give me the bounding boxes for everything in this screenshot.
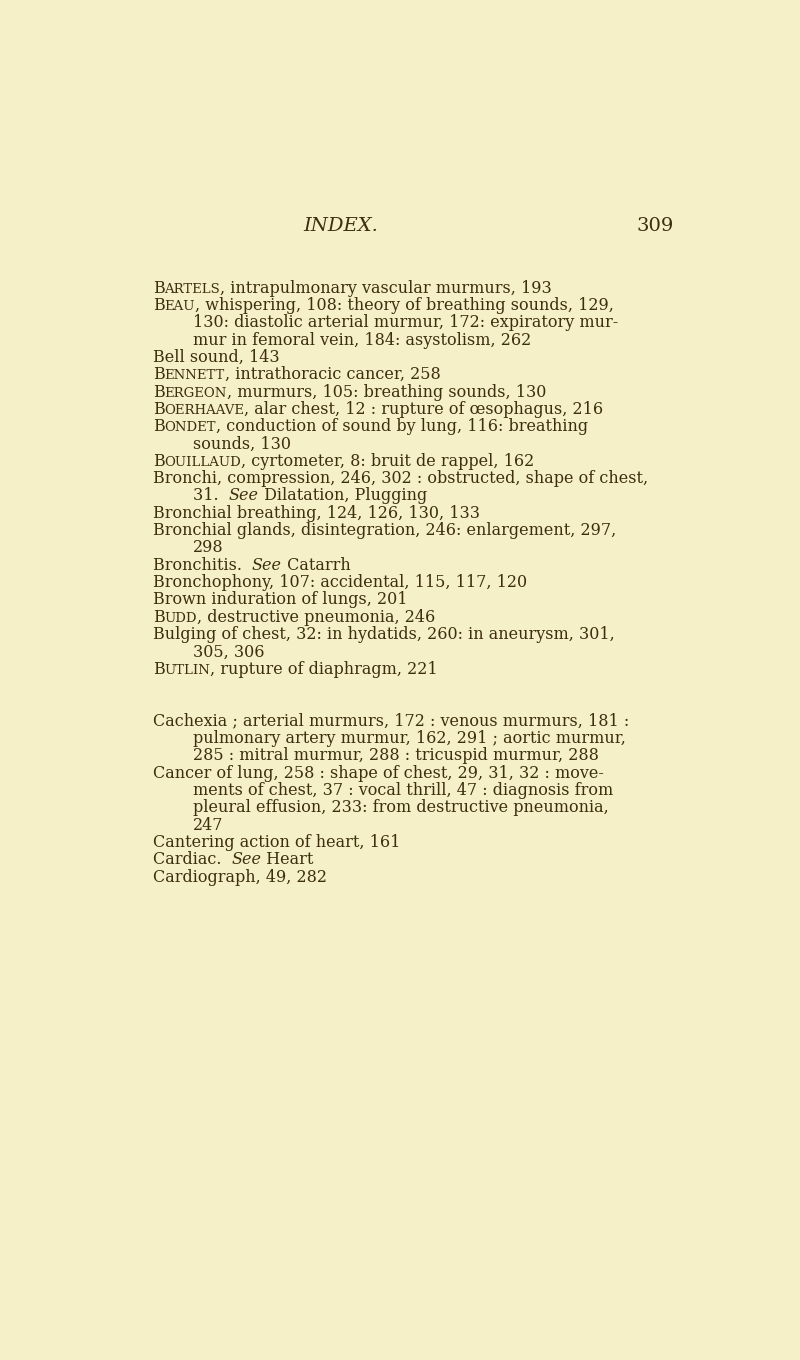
- Text: sounds, 130: sounds, 130: [193, 435, 291, 453]
- Text: See: See: [252, 556, 282, 574]
- Text: , destructive pneumonia, 246: , destructive pneumonia, 246: [197, 609, 435, 626]
- Text: Bronchial breathing, 124, 126, 130, 133: Bronchial breathing, 124, 126, 130, 133: [153, 505, 480, 522]
- Text: ments of chest, 37 : vocal thrill, 47 : diagnosis from: ments of chest, 37 : vocal thrill, 47 : …: [193, 782, 614, 798]
- Text: Bell sound, 143: Bell sound, 143: [153, 350, 279, 366]
- Text: Bulging of chest, 32: in hydatids, 260: in aneurysm, 301,: Bulging of chest, 32: in hydatids, 260: …: [153, 626, 614, 643]
- Text: , intrapulmonary vascular murmurs, 193: , intrapulmonary vascular murmurs, 193: [220, 280, 552, 296]
- Text: Cantering action of heart, 161: Cantering action of heart, 161: [153, 834, 400, 851]
- Text: ERGEON: ERGEON: [165, 386, 227, 400]
- Text: UTLIN: UTLIN: [165, 664, 210, 677]
- Text: ARTELS: ARTELS: [165, 283, 220, 295]
- Text: ONDET: ONDET: [165, 422, 216, 434]
- Text: See: See: [231, 851, 262, 868]
- Text: Catarrh: Catarrh: [282, 556, 350, 574]
- Text: UDD: UDD: [165, 612, 197, 624]
- Text: 31.: 31.: [193, 487, 229, 505]
- Text: Cancer of lung, 258 : shape of chest, 29, 31, 32 : move-: Cancer of lung, 258 : shape of chest, 29…: [153, 764, 603, 782]
- Text: , whispering, 108: theory of breathing sounds, 129,: , whispering, 108: theory of breathing s…: [195, 296, 614, 314]
- Text: B: B: [153, 401, 165, 418]
- Text: Cachexia ; arterial murmurs, 172 : venous murmurs, 181 :: Cachexia ; arterial murmurs, 172 : venou…: [153, 713, 629, 730]
- Text: , alar chest, 12 : rupture of œsophagus, 216: , alar chest, 12 : rupture of œsophagus,…: [245, 401, 603, 418]
- Text: Bronchi, compression, 246, 302 : obstructed, shape of chest,: Bronchi, compression, 246, 302 : obstruc…: [153, 471, 648, 487]
- Text: B: B: [153, 453, 165, 469]
- Text: , conduction of sound by lung, 116: breathing: , conduction of sound by lung, 116: brea…: [216, 418, 588, 435]
- Text: Cardiograph, 49, 282: Cardiograph, 49, 282: [153, 869, 326, 885]
- Text: mur in femoral vein, 184: asystolism, 262: mur in femoral vein, 184: asystolism, 26…: [193, 332, 531, 348]
- Text: 309: 309: [636, 218, 674, 235]
- Text: pulmonary artery murmur, 162, 291 ; aortic murmur,: pulmonary artery murmur, 162, 291 ; aort…: [193, 730, 626, 747]
- Text: , rupture of diaphragm, 221: , rupture of diaphragm, 221: [210, 661, 438, 677]
- Text: B: B: [153, 418, 165, 435]
- Text: OERHAAVE: OERHAAVE: [165, 404, 245, 416]
- Text: Bronchitis.: Bronchitis.: [153, 556, 252, 574]
- Text: 247: 247: [193, 816, 223, 834]
- Text: B: B: [153, 609, 165, 626]
- Text: B: B: [153, 661, 165, 677]
- Text: ENNETT: ENNETT: [165, 369, 225, 382]
- Text: See: See: [229, 487, 259, 505]
- Text: Dilatation, Plugging: Dilatation, Plugging: [259, 487, 427, 505]
- Text: B: B: [153, 384, 165, 400]
- Text: , murmurs, 105: breathing sounds, 130: , murmurs, 105: breathing sounds, 130: [227, 384, 546, 400]
- Text: B: B: [153, 366, 165, 384]
- Text: pleural effusion, 233: from destructive pneumonia,: pleural effusion, 233: from destructive …: [193, 800, 609, 816]
- Text: 285 : mitral murmur, 288 : tricuspid murmur, 288: 285 : mitral murmur, 288 : tricuspid mur…: [193, 748, 599, 764]
- Text: 305, 306: 305, 306: [193, 643, 265, 661]
- Text: , cyrtometer, 8: bruit de rappel, 162: , cyrtometer, 8: bruit de rappel, 162: [242, 453, 534, 469]
- Text: 130: diastolic arterial murmur, 172: expiratory mur-: 130: diastolic arterial murmur, 172: exp…: [193, 314, 618, 332]
- Text: Heart: Heart: [262, 851, 314, 868]
- Text: , intrathoracic cancer, 258: , intrathoracic cancer, 258: [225, 366, 441, 384]
- Text: Brown induration of lungs, 201: Brown induration of lungs, 201: [153, 592, 407, 608]
- Text: OUILLAUD: OUILLAUD: [165, 456, 242, 469]
- Text: Bronchial glands, disintegration, 246: enlargement, 297,: Bronchial glands, disintegration, 246: e…: [153, 522, 616, 539]
- Text: B: B: [153, 296, 165, 314]
- Text: INDEX.: INDEX.: [303, 218, 378, 235]
- Text: B: B: [153, 280, 165, 296]
- Text: Cardiac.: Cardiac.: [153, 851, 231, 868]
- Text: 298: 298: [193, 540, 224, 556]
- Text: Bronchophony, 107: accidental, 115, 117, 120: Bronchophony, 107: accidental, 115, 117,…: [153, 574, 527, 592]
- Text: EAU: EAU: [165, 301, 195, 313]
